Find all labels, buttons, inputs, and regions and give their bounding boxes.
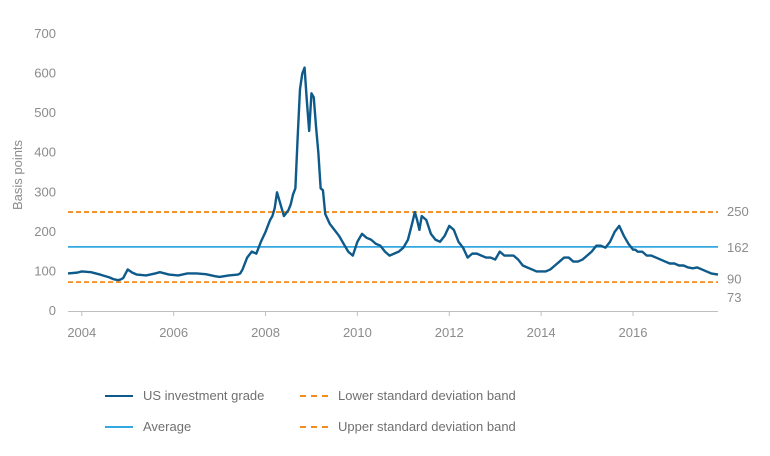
x-tick-label: 2008 (251, 325, 280, 340)
y-tick-label: 100 (34, 263, 56, 278)
y-tick-label: 400 (34, 145, 56, 160)
x-axis-ticks: 2004 2006 2008 2010 2012 2014 2016 (67, 311, 647, 340)
y-tick-label: 0 (49, 303, 56, 318)
x-tick-label: 2012 (435, 325, 464, 340)
y-tick-label: 300 (34, 184, 56, 199)
end-labels: 250 162 90 73 (727, 204, 749, 305)
y-tick-label: 200 (34, 224, 56, 239)
x-tick-label: 2010 (343, 325, 372, 340)
end-value-label: 162 (727, 240, 749, 255)
y-tick-label: 600 (34, 66, 56, 81)
x-tick-label: 2006 (159, 325, 188, 340)
series-lines (67, 66, 719, 284)
end-value-label: 73 (727, 290, 741, 305)
x-tick-label: 2004 (67, 325, 96, 340)
y-tick-label: 700 (34, 26, 56, 41)
x-tick-label: 2014 (527, 325, 556, 340)
y-axis-label: Basis points (10, 139, 25, 210)
x-tick-label: 2016 (619, 325, 648, 340)
end-value-label: 90 (727, 271, 741, 286)
y-tick-label: 500 (34, 105, 56, 120)
end-value-label: 250 (727, 204, 749, 219)
y-axis-ticks: 0 100 200 300 400 500 600 700 (34, 26, 56, 318)
y-axis-label-group: Basis points (10, 139, 25, 210)
series-line-us-investment-grade (67, 66, 719, 282)
